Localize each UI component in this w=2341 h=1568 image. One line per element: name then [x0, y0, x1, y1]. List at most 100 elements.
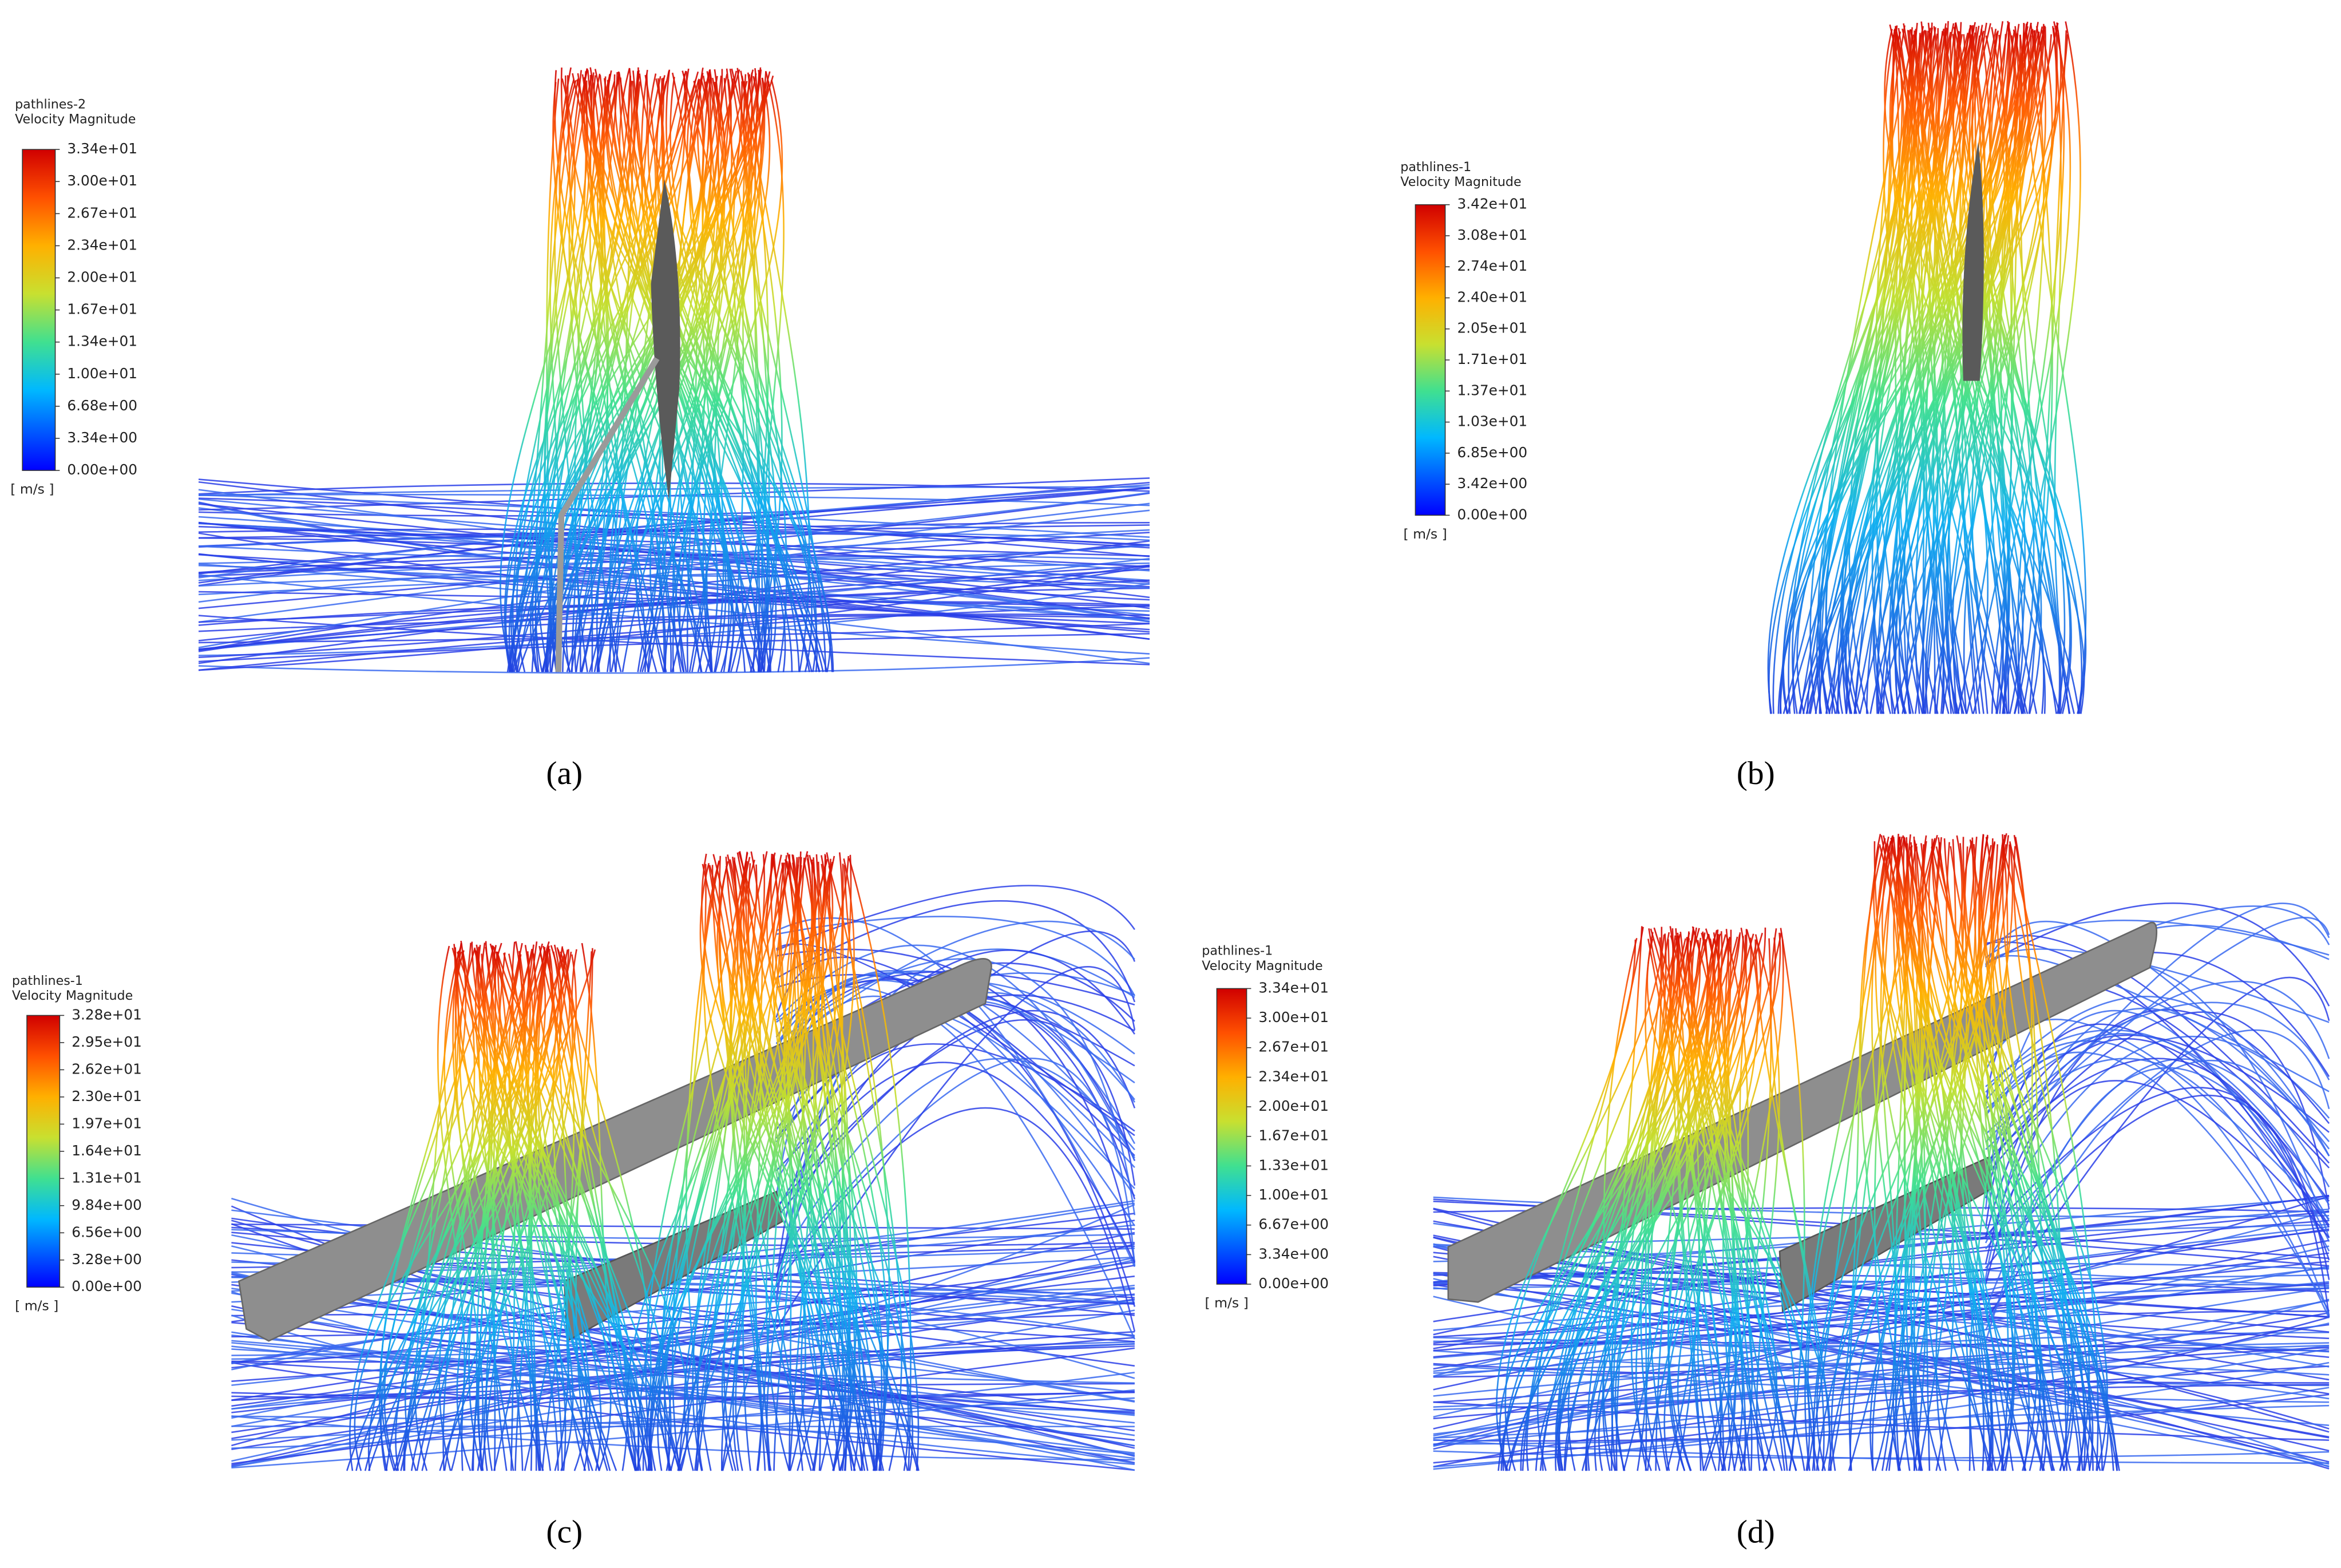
- pathline: [1502, 936, 1738, 1471]
- pathline: [510, 76, 661, 672]
- strut: [555, 357, 660, 672]
- legend-title: pathlines-1: [1202, 944, 1273, 959]
- pathline: [405, 954, 565, 1471]
- colorbar-label: 1.31e+01: [72, 1169, 142, 1186]
- pathline: [198, 478, 1150, 549]
- legend-quantity: Velocity Magnitude: [1400, 175, 1521, 189]
- pathline: [231, 1397, 1135, 1441]
- pathline: [772, 862, 882, 1471]
- colorbar-label: 3.00e+01: [1258, 1009, 1329, 1025]
- pathline: [198, 623, 1150, 644]
- pathline: [775, 1010, 1136, 1219]
- colorbar-label: 2.34e+01: [1258, 1068, 1329, 1084]
- pathline: [770, 853, 866, 1471]
- pathline: [581, 68, 831, 672]
- pathline: [231, 1321, 1135, 1412]
- pathline: [1539, 928, 1700, 1471]
- pathline: [1946, 842, 2014, 1471]
- pathline: [647, 68, 732, 672]
- pathline: [2053, 27, 2071, 714]
- pathline: [527, 947, 617, 1471]
- colorbar-label: 1.64e+01: [72, 1142, 142, 1159]
- pathline: [589, 73, 712, 672]
- pathline: [1653, 927, 1796, 1471]
- colorbar-label: 1.03e+01: [1457, 413, 1527, 430]
- pathline: [1891, 25, 2009, 714]
- pathline: [1891, 33, 2018, 714]
- pathline: [1536, 935, 1678, 1471]
- pathline: [231, 1273, 1135, 1447]
- pathline: [661, 851, 768, 1471]
- pathline: [589, 76, 667, 672]
- pathline: [1916, 835, 2005, 1471]
- pathline: [1848, 834, 1911, 1471]
- colorbar: [1216, 988, 1247, 1285]
- pathline: [775, 930, 1136, 1171]
- pathline: [231, 1217, 1135, 1298]
- pathline: [1902, 835, 2045, 1471]
- pathline: [505, 72, 711, 672]
- pathline: [773, 854, 806, 1471]
- pathline: [231, 1313, 1135, 1338]
- pathline: [1984, 1034, 2330, 1199]
- pathline: [1725, 935, 1776, 1471]
- pathline: [708, 865, 841, 1471]
- pathline: [791, 854, 841, 1471]
- pathline: [1859, 838, 1918, 1471]
- colorbar-label: 2.95e+01: [72, 1034, 142, 1050]
- pathline: [1888, 843, 1930, 1471]
- pathline: [1689, 940, 1746, 1471]
- pathline: [1984, 920, 2330, 1142]
- pathline: [198, 579, 1150, 623]
- pathline: [1817, 26, 1903, 714]
- pathline: [2013, 835, 2071, 1471]
- colorbar-label: 3.34e+00: [1258, 1245, 1329, 1262]
- colorbar-label: 2.30e+01: [72, 1088, 142, 1104]
- pathline: [743, 74, 787, 672]
- pathline: [649, 854, 765, 1471]
- pathline: [354, 951, 572, 1471]
- pathline: [1663, 929, 1759, 1471]
- pathline: [1542, 932, 1781, 1471]
- pathline: [589, 81, 641, 672]
- pathline: [1558, 937, 1752, 1471]
- pathline: [1896, 28, 1975, 714]
- pathline: [734, 857, 806, 1471]
- pathline: [443, 943, 484, 1471]
- pathline: [1895, 836, 1993, 1471]
- pathline: [1891, 846, 2027, 1471]
- pathline: [1985, 902, 2330, 1007]
- pathline: [1984, 1051, 2330, 1312]
- pathline: [1792, 28, 1971, 714]
- pathline: [552, 949, 611, 1471]
- pathline: [473, 948, 493, 1471]
- pathline: [789, 854, 883, 1471]
- pathline: [1914, 22, 1987, 714]
- pathline: [1630, 936, 1680, 1471]
- legend-unit: [ m/s ]: [15, 1298, 58, 1314]
- pathline: [231, 1305, 1135, 1414]
- pathline: [355, 947, 571, 1471]
- colorbar-label: 1.67e+01: [67, 301, 137, 318]
- pathline: [231, 1345, 1135, 1412]
- pathline: [1816, 835, 1963, 1471]
- pathline: [723, 78, 827, 672]
- pathline: [231, 1348, 1135, 1384]
- pathline: [552, 67, 762, 672]
- pathline: [198, 575, 1150, 589]
- colorbar-label: 1.34e+01: [67, 333, 137, 350]
- pathline: [574, 80, 588, 672]
- pathline: [721, 854, 813, 1471]
- pathline: [1433, 1278, 2330, 1467]
- pathline: [712, 854, 751, 1471]
- pathline: [1991, 21, 2071, 714]
- colorbar-label: 1.00e+01: [67, 365, 137, 382]
- pathline: [754, 73, 760, 672]
- pathline: [1985, 1001, 2330, 1110]
- pathline: [2022, 32, 2053, 714]
- pathline: [1433, 1284, 2330, 1452]
- pathline: [1433, 1266, 2330, 1418]
- pathline: [1645, 932, 1747, 1471]
- pathline: [512, 79, 732, 672]
- pathline: [1666, 935, 1706, 1471]
